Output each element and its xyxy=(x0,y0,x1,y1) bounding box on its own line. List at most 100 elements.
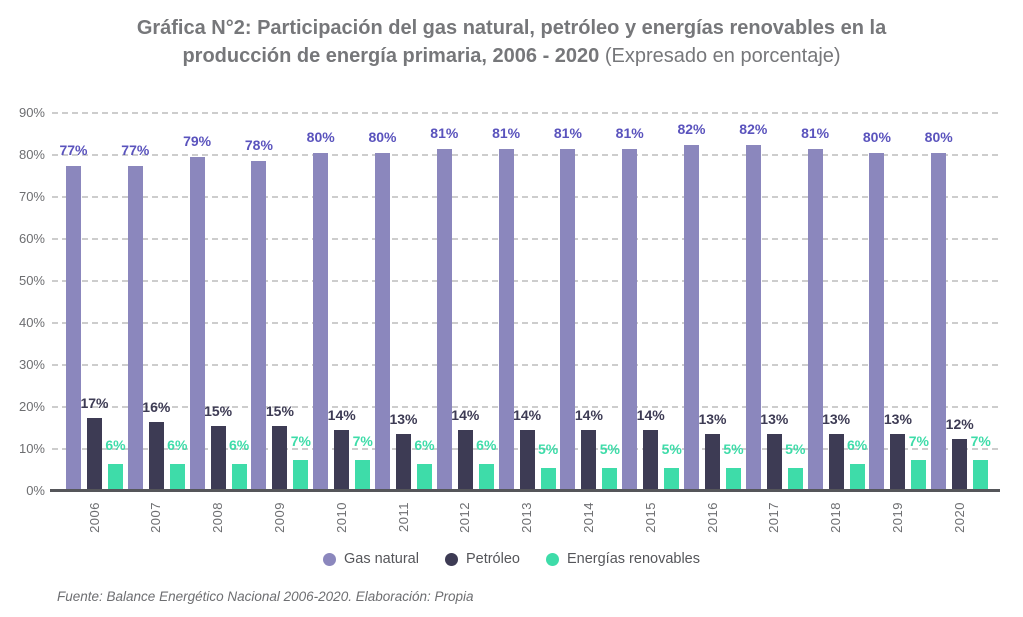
bar-gas-natural-2016 xyxy=(684,144,699,489)
bar-group-2011: 80% 13% 6% xyxy=(368,113,435,491)
value-label-energias-renovables-2010: 7% xyxy=(352,432,373,449)
bar-energias-renovables-2010 xyxy=(355,459,371,489)
y-axis: 0% 10% 20% 30% 40% 50% 60% 70% 80% 90% xyxy=(0,0,46,617)
bar-group-2008: 79% 15% 6% xyxy=(183,113,250,491)
gridline-50% xyxy=(52,280,998,282)
bar-petroleo-2018 xyxy=(828,434,844,489)
gridline-90% xyxy=(52,112,998,114)
bar-energias-renovables-2006 xyxy=(108,463,123,489)
bar-energias-renovables-2016 xyxy=(726,468,741,489)
bar-energias-renovables-2020 xyxy=(973,459,989,489)
value-label-gas-natural-2014: 81% xyxy=(553,124,582,141)
bar-gas-natural-2015 xyxy=(622,148,638,489)
legend-dot-gas-natural xyxy=(323,552,336,566)
x-axis-label-2007: 2007 xyxy=(148,502,164,533)
bar-group-2016: 82% 13% 5% xyxy=(677,113,744,491)
y-axis-tick-60%: 60% xyxy=(18,231,45,246)
x-axis-label-2011: 2011 xyxy=(395,502,411,532)
bar-petroleo-2014 xyxy=(581,430,597,489)
value-label-energias-renovables-2008: 6% xyxy=(228,436,250,453)
x-axis-label-2008: 2008 xyxy=(210,502,226,533)
chart-title-units-note: (Expresado en porcentaje) xyxy=(599,45,841,67)
value-label-gas-natural-2019: 80% xyxy=(862,129,891,145)
y-axis-tick-50%: 50% xyxy=(18,273,45,288)
gridline-60% xyxy=(52,238,998,240)
gridline-30% xyxy=(52,364,998,366)
y-axis-tick-30%: 30% xyxy=(18,357,45,372)
y-axis-tick-70%: 70% xyxy=(18,189,45,204)
value-label-gas-natural-2011: 80% xyxy=(368,129,397,145)
bar-group-2012: 81% 14% 6% xyxy=(430,113,497,491)
bar-gas-natural-2017 xyxy=(745,144,761,489)
value-label-petroleo-2014: 14% xyxy=(574,407,603,424)
gridline-20% xyxy=(52,406,998,408)
bar-petroleo-2020 xyxy=(952,438,968,489)
legend-label-energias-renovables: Energías renovables xyxy=(566,551,700,567)
value-label-energias-renovables-2016: 5% xyxy=(723,441,744,457)
bar-petroleo-2016 xyxy=(705,434,720,489)
value-label-gas-natural-2008: 79% xyxy=(183,133,212,150)
x-axis-label-2015: 2015 xyxy=(642,502,658,533)
bar-energias-renovables-2014 xyxy=(602,468,618,489)
value-label-petroleo-2007: 16% xyxy=(142,398,171,415)
value-label-energias-renovables-2006: 6% xyxy=(105,436,126,453)
gridline-40% xyxy=(52,322,998,324)
y-axis-tick-40%: 40% xyxy=(18,315,45,330)
value-label-petroleo-2009: 15% xyxy=(265,403,294,419)
value-label-energias-renovables-2012: 6% xyxy=(476,436,497,453)
bar-group-2014: 81% 14% 5% xyxy=(554,113,620,491)
bar-group-2019: 80% 13% 7% xyxy=(863,113,929,491)
bar-group-2006: 77% 17% 6% xyxy=(59,113,126,491)
value-label-energias-renovables-2018: 6% xyxy=(846,436,868,453)
value-label-energias-renovables-2020: 7% xyxy=(970,432,991,449)
x-axis-label-2019: 2019 xyxy=(889,502,905,533)
legend-dot-petroleo xyxy=(444,552,458,566)
bar-group-2020: 80% 12% 7% xyxy=(925,113,991,491)
chart-title-line2-bold: producción de energía primaria, 2006 - 2… xyxy=(182,45,600,67)
bar-energias-renovables-2012 xyxy=(478,463,494,489)
value-label-petroleo-2011: 13% xyxy=(389,411,418,428)
legend-item-petroleo: Petróleo xyxy=(444,551,520,567)
value-label-gas-natural-2006: 77% xyxy=(59,141,88,158)
bar-gas-natural-2014 xyxy=(560,148,576,489)
bar-energias-renovables-2017 xyxy=(787,468,803,489)
bar-gas-natural-2006 xyxy=(66,165,81,489)
value-label-petroleo-2010: 14% xyxy=(327,407,356,424)
bar-petroleo-2009 xyxy=(272,426,288,489)
bar-energias-renovables-2009 xyxy=(293,459,309,489)
bar-gas-natural-2010 xyxy=(313,153,329,489)
bar-petroleo-2006 xyxy=(87,417,102,489)
y-axis-tick-20%: 20% xyxy=(18,399,45,414)
bar-energias-renovables-2018 xyxy=(849,463,865,489)
value-label-energias-renovables-2015: 5% xyxy=(661,441,682,457)
legend-label-petroleo: Petróleo xyxy=(465,551,520,567)
value-label-gas-natural-2012: 81% xyxy=(430,124,459,141)
plot-area: 77% 17% 6% 77% 16% 6% 79% 15% 6% 78% 15% 7% 80% 14% 7%… xyxy=(50,112,1000,492)
x-axis-label-2010: 2010 xyxy=(333,502,349,533)
bar-gas-natural-2020 xyxy=(931,153,947,489)
x-axis-label-2020: 2020 xyxy=(951,502,967,533)
value-label-gas-natural-2010: 80% xyxy=(306,129,335,145)
y-axis-tick-80%: 80% xyxy=(18,147,45,162)
y-axis-tick-90%: 90% xyxy=(18,105,45,120)
bar-gas-natural-2007 xyxy=(127,165,143,489)
gridline-70% xyxy=(52,196,998,198)
value-label-energias-renovables-2013: 5% xyxy=(537,441,559,457)
bar-energias-renovables-2008 xyxy=(231,463,247,489)
value-label-gas-natural-2017: 82% xyxy=(739,120,768,137)
bar-gas-natural-2013 xyxy=(498,148,514,489)
x-axis-line xyxy=(50,489,1000,492)
value-label-petroleo-2017: 13% xyxy=(760,411,789,428)
bar-petroleo-2012 xyxy=(457,430,473,489)
value-label-gas-natural-2013: 81% xyxy=(492,124,521,141)
bar-gas-natural-2012 xyxy=(436,148,452,489)
bar-gas-natural-2009 xyxy=(251,161,267,489)
bar-group-2013: 81% 14% 5% xyxy=(492,113,559,491)
bar-gas-natural-2018 xyxy=(807,148,823,489)
bar-energias-renovables-2013 xyxy=(540,468,556,489)
bar-petroleo-2008 xyxy=(210,426,226,489)
bar-petroleo-2019 xyxy=(890,434,906,489)
bar-petroleo-2007 xyxy=(148,421,164,489)
bar-energias-renovables-2011 xyxy=(417,463,432,489)
bar-gas-natural-2008 xyxy=(189,157,205,489)
